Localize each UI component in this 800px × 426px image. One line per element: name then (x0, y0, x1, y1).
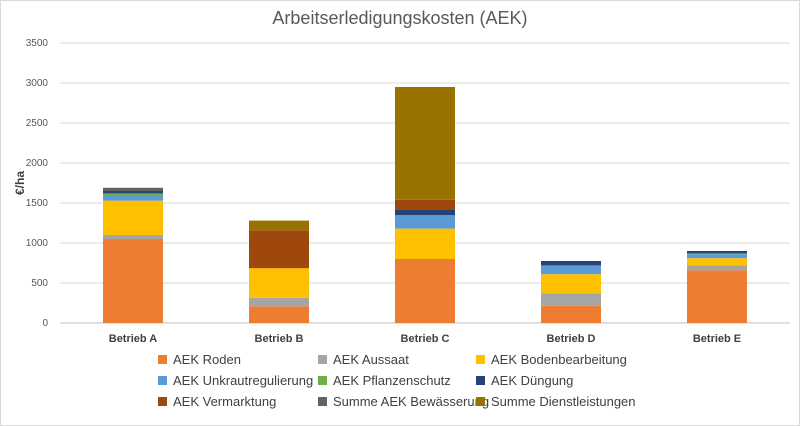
y-tick-label: 0 (42, 318, 48, 329)
legend-swatch (476, 376, 485, 385)
legend-item: AEK Bodenbearbeitung (476, 352, 676, 367)
x-tick-label: Betrieb E (693, 333, 741, 345)
legend-item: Summe AEK Bewässerung (318, 394, 489, 409)
legend-label: AEK Düngung (491, 373, 574, 388)
bar-segment (541, 305, 601, 323)
y-tick-label: 2500 (26, 118, 49, 129)
legend-item: AEK Vermarktung (158, 394, 318, 409)
x-tick-labels: Betrieb A Betrieb B Betrieb C Betrieb D Betr… (109, 333, 741, 345)
legend-label: AEK Roden (173, 352, 241, 367)
y-tick-label: 1500 (26, 198, 49, 209)
y-tick-labels: 0 500 1000 1500 2000 2500 3000 3500 (26, 38, 49, 329)
bar-segment (687, 253, 747, 255)
bar-segment (395, 259, 455, 323)
bar-segment (541, 274, 601, 294)
legend-swatch (158, 355, 167, 364)
legend-label: Summe AEK Bewässerung (333, 394, 490, 409)
bar-segment (103, 195, 163, 201)
bar-segment (103, 200, 163, 235)
y-tick-label: 1000 (26, 238, 49, 249)
x-tick-label: Betrieb A (109, 333, 158, 345)
bar-segment (687, 254, 747, 259)
legend-swatch (318, 397, 327, 406)
bar-segment (541, 293, 601, 306)
legend-item: AEK Unkrautregulierung (158, 373, 318, 388)
bar-segment (103, 239, 163, 323)
bar-segment (249, 268, 309, 298)
legend-item: Summe Dienstleistungen (476, 394, 676, 409)
y-axis-label: €/ha (13, 171, 27, 195)
bar-segment (687, 251, 747, 254)
y-tick-label: 3000 (26, 78, 49, 89)
legend-label: AEK Unkrautregulierung (173, 373, 314, 388)
bar-segment (249, 220, 309, 231)
legend-label: Summe Dienstleistungen (491, 394, 636, 409)
bar-segment (249, 306, 309, 323)
x-tick-label: Betrieb C (401, 333, 450, 345)
bar-segment (395, 87, 455, 200)
legend-item: AEK Düngung (476, 373, 676, 388)
bar-segment (541, 265, 601, 275)
legend-label: AEK Vermarktung (173, 394, 277, 409)
chart-title: Arbeitserledigungskosten (AEK) (272, 8, 528, 28)
bar-segment (249, 297, 309, 307)
legend-item: AEK Aussaat (318, 352, 476, 367)
legend-item: AEK Roden (158, 352, 318, 367)
bar-segment (541, 261, 601, 266)
bar-segment (103, 193, 163, 195)
legend-swatch (318, 355, 327, 364)
y-tick-label: 500 (31, 278, 48, 289)
bar-segment (687, 258, 747, 266)
bar-segment (395, 209, 455, 215)
x-tick-label: Betrieb D (547, 333, 596, 345)
x-tick-label: Betrieb B (255, 333, 304, 345)
legend-label: AEK Aussaat (333, 352, 409, 367)
legend-swatch (476, 397, 485, 406)
y-tick-label: 2000 (26, 158, 49, 169)
legend-swatch (158, 397, 167, 406)
legend-label: AEK Pflanzenschutz (333, 373, 451, 388)
bars (103, 87, 747, 323)
bar-segment (395, 228, 455, 259)
legend-swatch (476, 355, 485, 364)
legend: AEK Roden AEK Aussaat AEK Bodenbearbeitung… (158, 352, 678, 409)
legend-label: AEK Bodenbearbeitung (491, 352, 627, 367)
legend-swatch (158, 376, 167, 385)
bar-segment (103, 191, 163, 194)
bar-segment (395, 215, 455, 229)
bar-segment (395, 199, 455, 210)
legend-item: AEK Pflanzenschutz (318, 373, 476, 388)
bar-segment (249, 230, 309, 269)
legend-swatch (318, 376, 327, 385)
bar-segment (687, 270, 747, 323)
bar-segment (687, 265, 747, 271)
bar-segment (103, 187, 163, 191)
bar-segment (103, 235, 163, 239)
y-tick-label: 3500 (26, 38, 49, 49)
